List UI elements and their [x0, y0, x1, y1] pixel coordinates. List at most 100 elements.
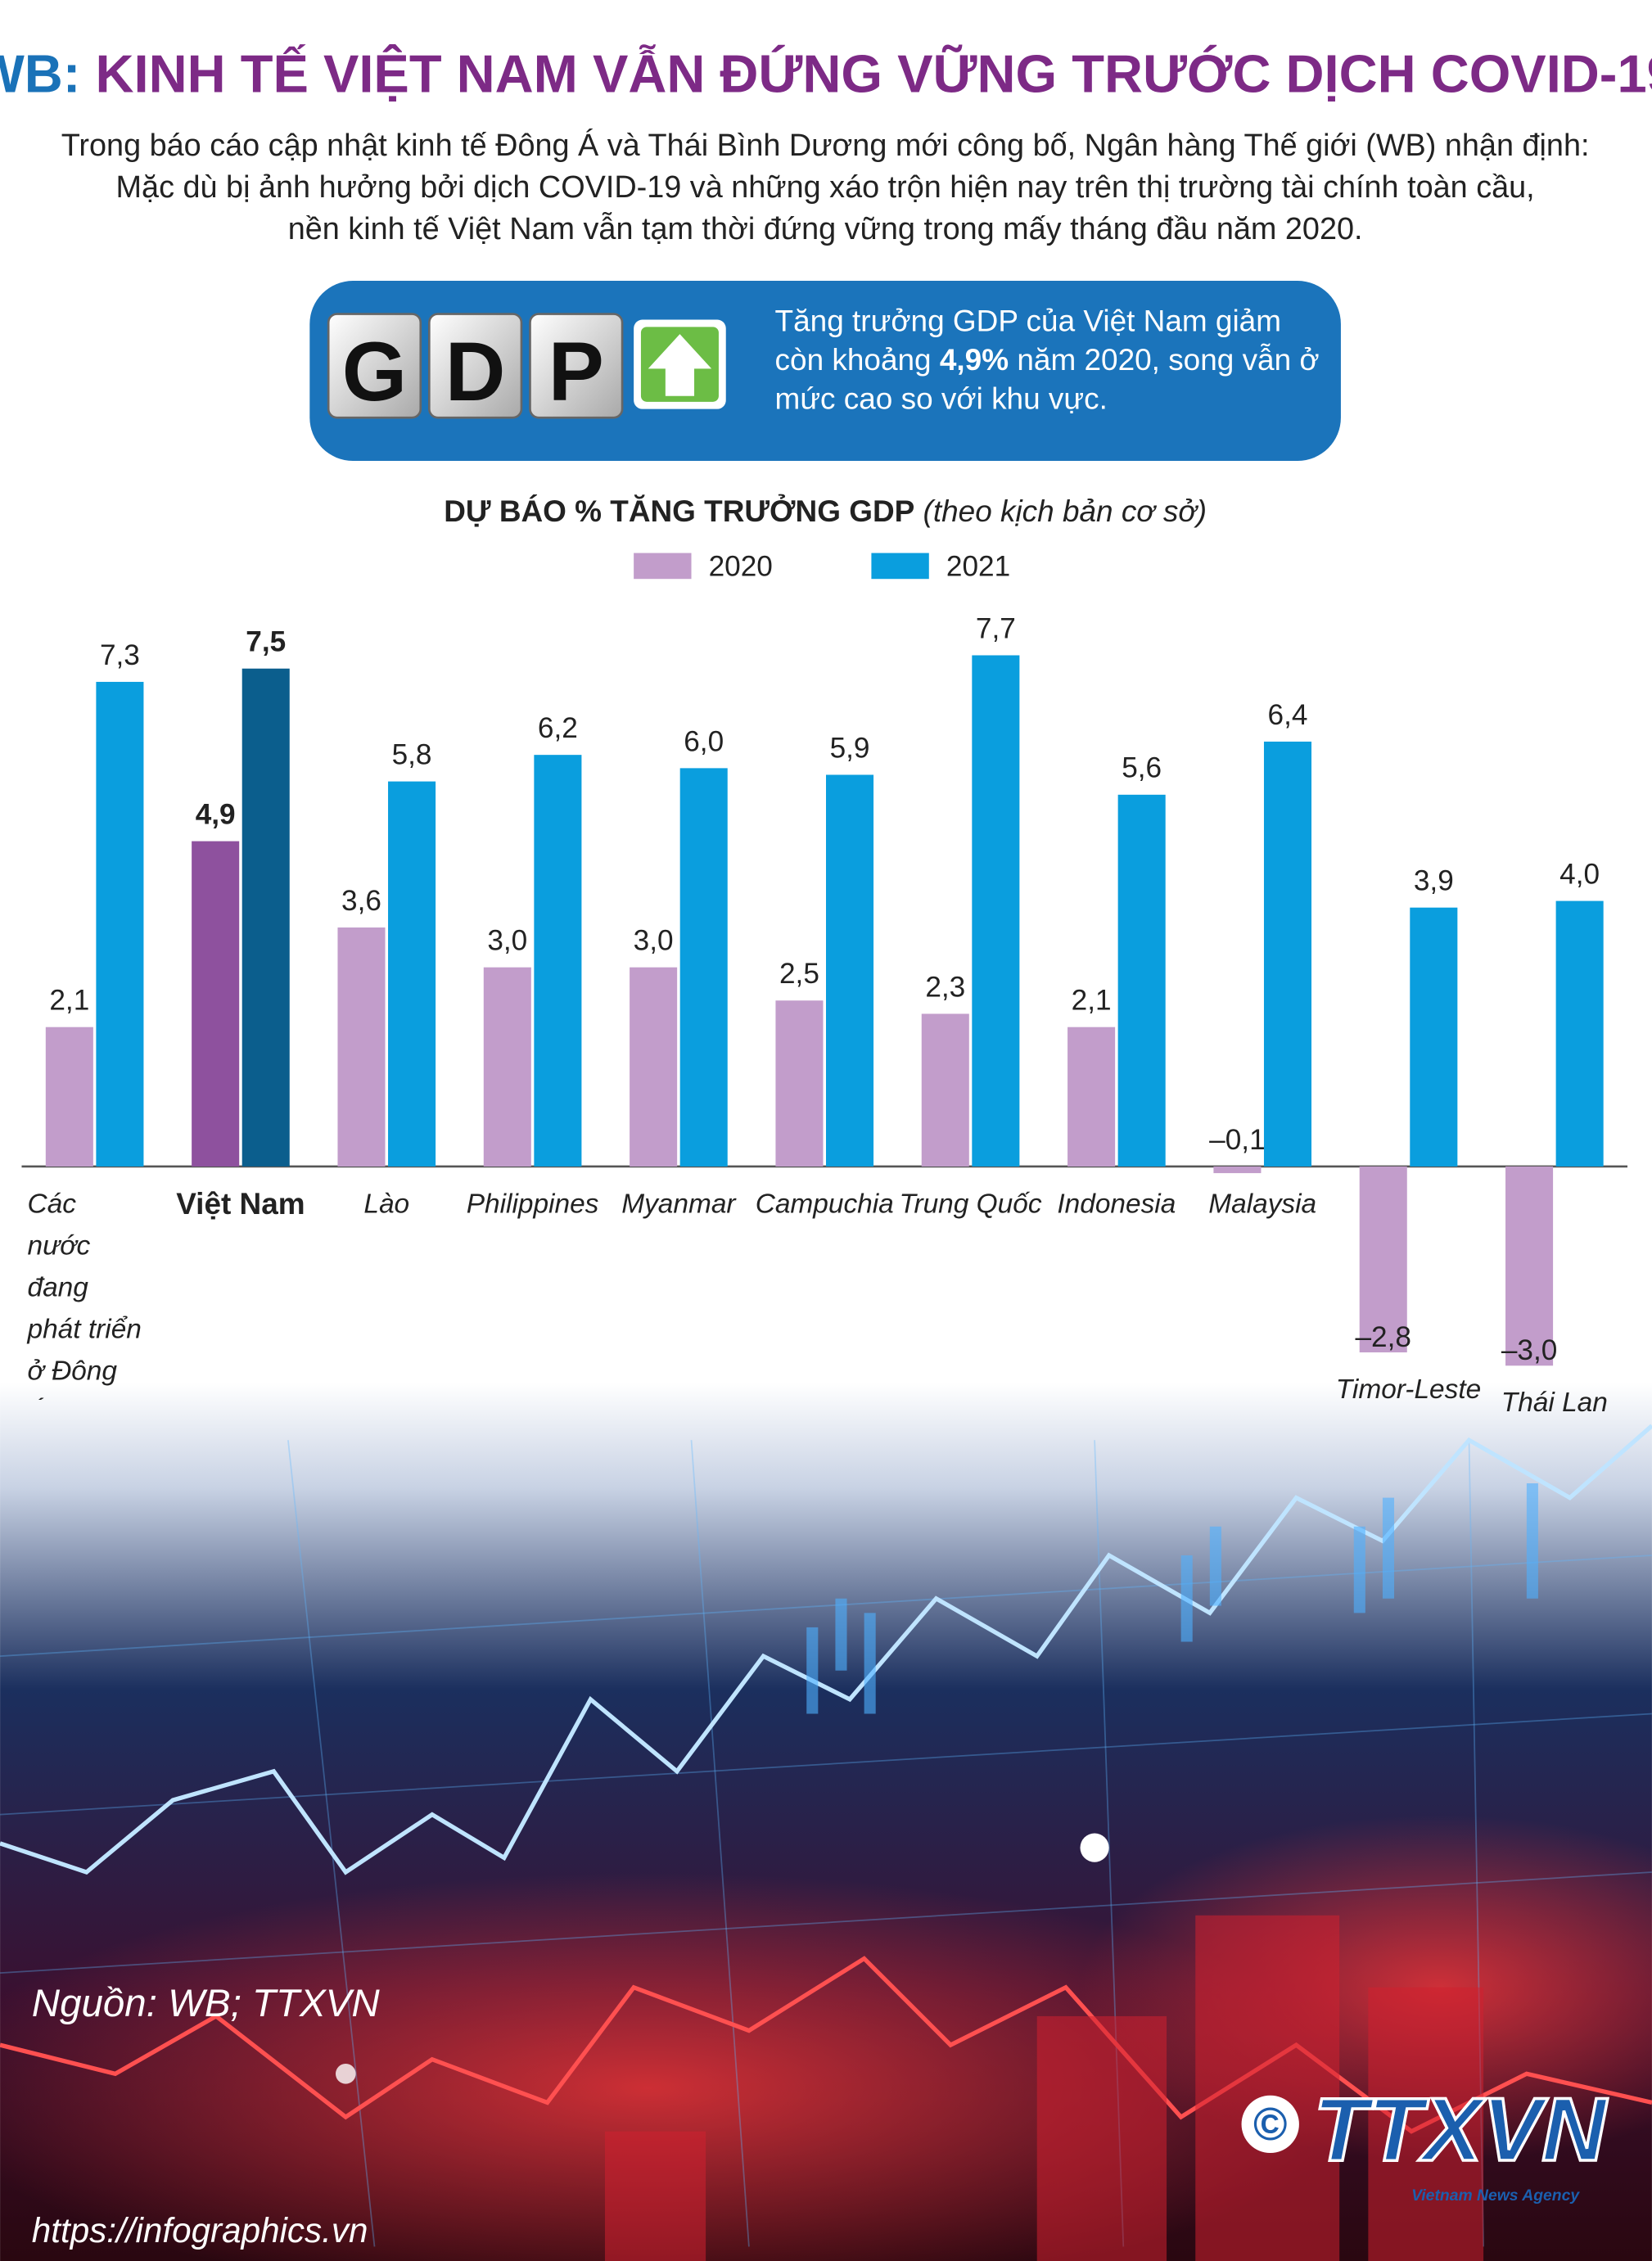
logo-subtitle: Vietnam News Agency — [1411, 2187, 1580, 2205]
logo: © TTXVN Vietnam News Agency — [1241, 2078, 1609, 2205]
value-label: 7,5 — [246, 626, 286, 658]
cube — [529, 313, 624, 419]
category-label-box: Campuchia — [755, 1189, 894, 1221]
legend-swatch — [871, 553, 929, 580]
value-label: 3,0 — [634, 925, 674, 957]
legend-swatch — [634, 553, 692, 580]
bar — [1359, 1166, 1407, 1353]
callout-text-part: năm 2020, song vẫn ở mức cao so với khu … — [774, 344, 1320, 417]
callout-text-box: Tăng trưởng GDP của Việt Nam giảm còn kh… — [775, 302, 1329, 418]
category-label: Myanmar — [621, 1189, 736, 1221]
category-label: Campuchia — [755, 1189, 894, 1221]
bar — [1555, 900, 1604, 1167]
callout-highlight: 4,9% — [939, 344, 1009, 377]
bar — [45, 1027, 93, 1167]
bar — [1505, 1166, 1554, 1366]
intro-line: Trong báo cáo cập nhật kinh tế Đông Á và… — [61, 129, 1590, 163]
intro-line: Mặc dù bị ảnh hưởng bởi dịch COVID-19 và… — [116, 170, 1535, 205]
value-label: 2,1 — [49, 985, 89, 1017]
chart-subtitle: (theo kịch bản cơ sở) — [923, 494, 1207, 528]
copyright-circle — [1241, 2095, 1299, 2154]
category-label: Các nước đang phát triển ở Đông Á-Thái B… — [27, 1189, 142, 1400]
value-label: 7,7 — [976, 612, 1016, 644]
copyright: © — [1253, 2098, 1287, 2150]
bar — [483, 967, 531, 1167]
url: https://infographics.vn — [32, 2211, 368, 2250]
bar — [192, 841, 240, 1167]
category-label-box: Việt Nam — [176, 1188, 305, 1221]
cube — [428, 313, 523, 419]
callout-text-part: Tăng trưởng GDP của Việt Nam giảm còn kh… — [774, 305, 1282, 377]
up-arrow — [648, 334, 712, 396]
logo-text: TTXVN — [1314, 2080, 1609, 2180]
category-label: Malaysia — [1208, 1189, 1317, 1221]
bar — [921, 1013, 969, 1167]
title: WB: KINH TẾ VIỆT NAM VẪN ĐỨNG VỮNG TRƯỚC… — [0, 44, 1652, 104]
value-label: 5,6 — [1122, 752, 1162, 784]
bar — [630, 967, 678, 1167]
category-label-box: Thái Lan — [1501, 1388, 1608, 1419]
category-label: Lào — [363, 1189, 410, 1221]
category-label-box: Myanmar — [621, 1189, 736, 1221]
bar — [1410, 907, 1458, 1167]
cube-letter: D — [445, 325, 506, 418]
value-label: 3,6 — [341, 885, 381, 917]
cube-letter: P — [548, 325, 604, 418]
value-label: 2,3 — [925, 971, 965, 1003]
value-label: 7,3 — [100, 639, 140, 671]
bar — [1117, 794, 1166, 1167]
callout-text: Tăng trưởng GDP của Việt Nam giảm còn kh… — [775, 302, 1329, 418]
category-label: Trung Quốc — [899, 1189, 1042, 1221]
value-label: 6,0 — [684, 725, 724, 757]
bar — [96, 681, 144, 1167]
value-label: 2,5 — [779, 958, 819, 990]
bar — [337, 927, 386, 1167]
value-label: 2,1 — [1072, 985, 1112, 1017]
value-label: 6,4 — [1268, 699, 1308, 731]
value-label: –2,8 — [1356, 1321, 1411, 1353]
value-label: 3,0 — [487, 925, 527, 957]
title-prefix: WB: — [0, 44, 80, 104]
bar — [1213, 1166, 1262, 1174]
category-label-box: Timor-Leste — [1335, 1375, 1482, 1406]
category-label-box: Malaysia — [1208, 1189, 1317, 1221]
category-label: Timor-Leste — [1335, 1375, 1482, 1406]
intro-line: nền kinh tế Việt Nam vẫn tạm thời đứng v… — [288, 212, 1363, 246]
category-label: Philippines — [466, 1189, 599, 1221]
bar — [826, 774, 874, 1167]
bar — [679, 768, 728, 1167]
source: Nguồn: WB; TTXVN — [32, 1982, 381, 2025]
value-label: 5,8 — [392, 738, 432, 770]
category-label: Thái Lan — [1501, 1388, 1608, 1419]
bar — [775, 1000, 824, 1167]
bar — [972, 655, 1020, 1167]
category-label-box: Indonesia — [1057, 1189, 1176, 1221]
value-label: 6,2 — [538, 712, 578, 744]
bar — [1263, 741, 1312, 1167]
background-art — [0, 1382, 1652, 2261]
bar — [534, 755, 582, 1167]
category-label-box: Trung Quốc — [899, 1189, 1042, 1221]
bar — [388, 781, 436, 1167]
value-label: –3,0 — [1501, 1334, 1557, 1366]
category-label: Indonesia — [1057, 1189, 1176, 1221]
value-label: 4,0 — [1559, 858, 1600, 890]
value-label: –0,1 — [1209, 1124, 1265, 1156]
legend-label: 2021 — [946, 551, 1010, 583]
chart-title: DỰ BÁO % TĂNG TRƯỞNG GDP — [444, 494, 914, 528]
cube — [327, 313, 422, 419]
category-label: Việt Nam — [176, 1188, 305, 1221]
category-label-box: Philippines — [466, 1189, 599, 1221]
chart-heading: DỰ BÁO % TĂNG TRƯỞNG GDP (theo kịch bản … — [444, 494, 1207, 528]
value-label: 3,9 — [1414, 865, 1454, 897]
bar — [1067, 1027, 1116, 1167]
chart: 2020 2021 2,1 7,3 Các nước đang phát triển ở… — [21, 551, 1628, 1419]
value-label: 4,9 — [196, 798, 236, 830]
bar — [241, 668, 290, 1167]
legend-label: 2020 — [709, 551, 773, 583]
value-label: 5,9 — [830, 732, 870, 764]
